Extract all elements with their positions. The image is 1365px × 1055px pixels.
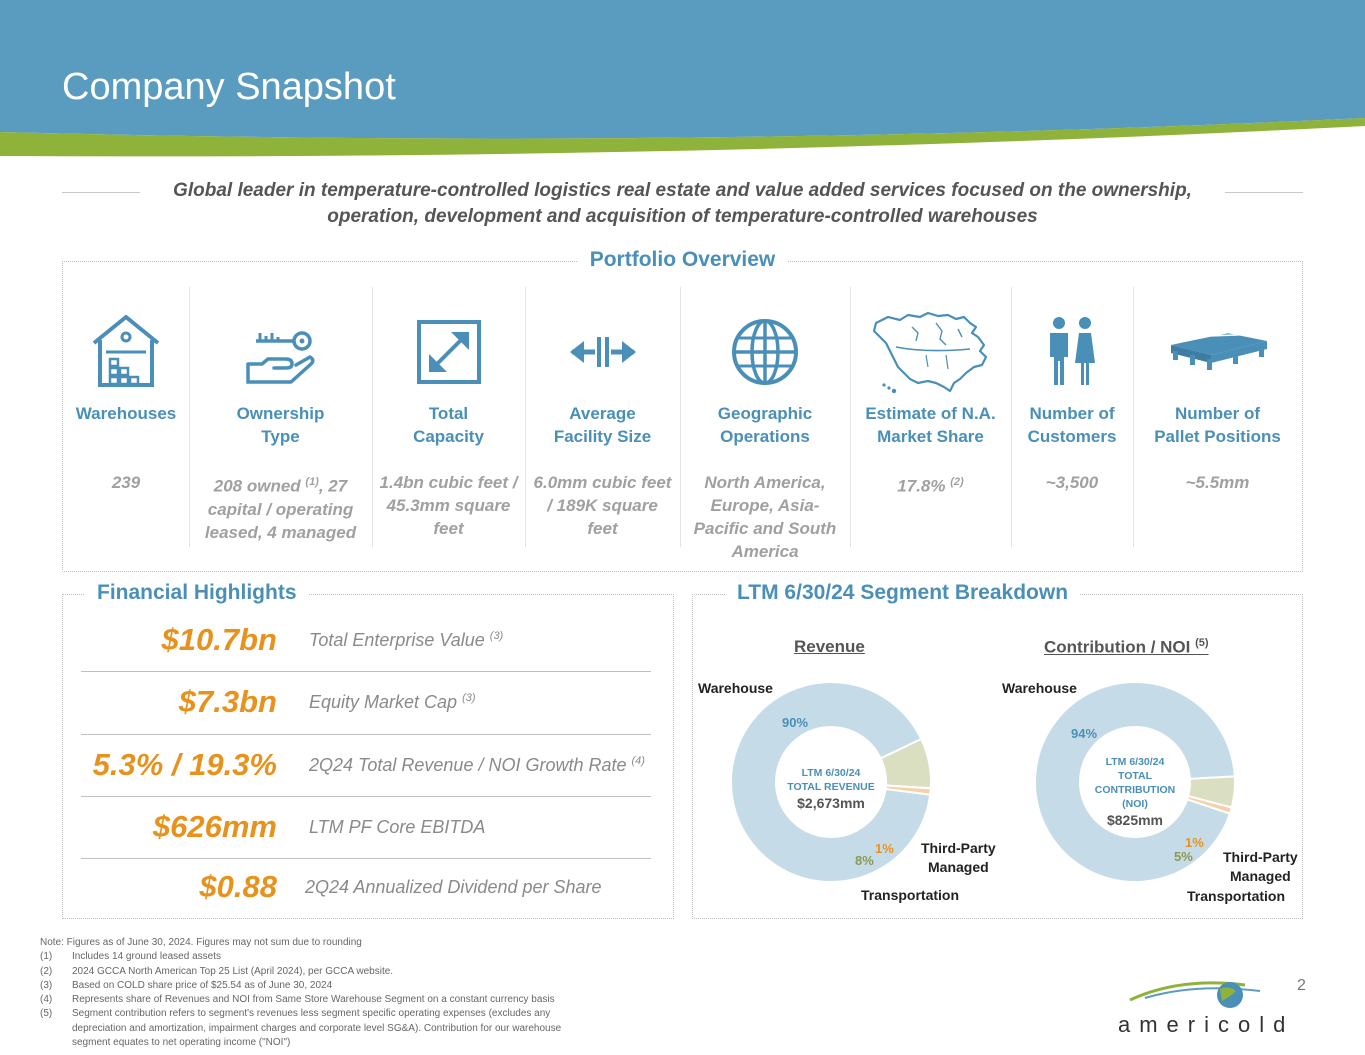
noi-label-third-party: Third-Party Managed — [1223, 849, 1298, 884]
financial-desc: LTM PF Core EBITDA — [309, 817, 486, 837]
revenue-label-transportation: Transportation — [861, 887, 960, 903]
financial-row-ebitda: $626mm LTM PF Core EBITDA — [81, 797, 651, 859]
page-number: 2 — [1297, 977, 1306, 994]
portfolio-item-average-facility-size: Average Facility Size 6.0mm cubic feet / … — [525, 287, 680, 547]
portfolio-label: Warehouses — [75, 404, 177, 423]
financial-desc: Equity Market Cap (3) — [309, 692, 476, 712]
revenue-label-warehouse: Warehouse — [698, 680, 773, 696]
donut-slice-warehouse — [730, 681, 932, 883]
financial-value: 5.3% / 19.3% — [92, 747, 277, 782]
portfolio-overview-panel: Portfolio Overview Warehouses 239 — [62, 248, 1303, 572]
page-title: Company Snapshot — [62, 66, 396, 108]
noi-pct-third-party: 1% — [1185, 835, 1204, 850]
revenue-label-third-party: Third-Party Managed — [921, 840, 996, 875]
noi-pct-warehouse: 94% — [1071, 726, 1098, 741]
portfolio-value: ~5.5mm — [1185, 473, 1250, 492]
portfolio-label: Total Capacity — [413, 404, 484, 446]
tagline: Global leader in temperature-controlled … — [173, 180, 1192, 227]
portfolio-value: North America, Europe, Asia-Pacific and … — [693, 473, 837, 561]
portfolio-item-warehouses: Warehouses 239 — [63, 287, 189, 547]
revenue-pct-third-party: 1% — [875, 841, 894, 856]
warehouse-icon — [92, 315, 160, 387]
revenue-donut-chart — [730, 681, 932, 883]
portfolio-value: 208 owned (1), 27 capital / operating le… — [204, 476, 357, 542]
hand-key-icon — [245, 331, 314, 384]
footnote-item: (3) Based on COLD share price of $25.54 a… — [40, 979, 333, 991]
pallet-icon — [1170, 327, 1267, 370]
financial-value: $626mm — [152, 809, 277, 844]
portfolio-value: 17.8% (2) — [897, 476, 964, 496]
tagline-section: Global leader in temperature-controlled … — [62, 178, 1303, 234]
financial-row-dividend: $0.88 2Q24 Annualized Dividend per Share — [81, 857, 651, 919]
noi-label-warehouse: Warehouse — [1002, 680, 1077, 696]
revenue-chart-title: Revenue — [794, 637, 865, 656]
tagline-rule-left — [62, 192, 140, 193]
footnote-item: (1) Includes 14 ground leased assets — [40, 951, 221, 963]
header-banner — [0, 0, 1365, 157]
financial-desc: 2Q24 Annualized Dividend per Share — [305, 877, 602, 897]
portfolio-item-total-capacity: Total Capacity 1.4bn cubic feet / 45.3mm … — [372, 287, 525, 547]
financial-value: $0.88 — [199, 869, 277, 904]
noi-pct-transportation: 5% — [1174, 849, 1193, 864]
footnotes: Note: Figures as of June 30, 2024. Figur… — [40, 936, 600, 1050]
portfolio-item-geographic-operations: Geographic Operations North America, Euro… — [680, 287, 850, 561]
footnote-intro: Note: Figures as of June 30, 2024. Figur… — [40, 937, 362, 948]
globe-icon — [732, 319, 798, 385]
north-america-map-icon — [872, 311, 987, 394]
portfolio-label: Estimate of N.A. Market Share — [865, 404, 996, 446]
revenue-pct-transportation: 8% — [855, 853, 874, 868]
portfolio-value: 239 — [111, 473, 141, 492]
noi-chart-title: Contribution / NOI (5) — [1044, 637, 1209, 657]
noi-donut-chart — [1034, 681, 1236, 884]
portfolio-value: ~3,500 — [1045, 473, 1099, 492]
portfolio-item-pallet-positions: Number of Pallet Positions ~5.5mm — [1133, 287, 1302, 547]
noi-center-text: LTM 6/30/24 TOTAL CONTRIBUTION (NOI) $82… — [1094, 756, 1176, 828]
donut-slice-third-party-managed — [1185, 794, 1233, 815]
donut-slice-third-party-managed — [884, 784, 932, 796]
people-icon — [1050, 317, 1095, 385]
portfolio-value: 6.0mm cubic feet / 189K square feet — [533, 473, 672, 538]
donut-slice-warehouse — [1034, 681, 1236, 884]
svg-text:americold: americold — [1118, 1012, 1294, 1037]
financial-highlights-title: Financial Highlights — [85, 581, 309, 605]
financial-value: $7.3bn — [178, 684, 277, 719]
financial-row-tev: $10.7bn Total Enterprise Value (3) — [81, 610, 651, 672]
tagline-rule-right — [1225, 192, 1303, 193]
americold-logo: americold — [1118, 981, 1294, 1037]
revenue-center-text: LTM 6/30/24 TOTAL REVENUE $2,673mm — [787, 767, 875, 811]
financial-row-market-cap: $7.3bn Equity Market Cap (3) — [81, 672, 651, 734]
portfolio-label: Geographic Operations — [717, 404, 813, 446]
portfolio-label: Ownership Type — [236, 404, 325, 446]
portfolio-label: Average Facility Size — [553, 404, 652, 446]
portfolio-item-ownership: Ownership Type 208 owned (1), 27 capital … — [189, 287, 372, 547]
footnote-item: (2) 2024 GCCA North American Top 25 List … — [40, 965, 394, 977]
portfolio-value: 1.4bn cubic feet / 45.3mm square feet — [379, 473, 518, 538]
financial-desc: Total Enterprise Value (3) — [309, 630, 504, 650]
resize-arrow-icon — [416, 320, 481, 384]
portfolio-label: Number of Customers — [1027, 404, 1117, 446]
noi-label-transportation: Transportation — [1187, 888, 1286, 904]
financial-desc: 2Q24 Total Revenue / NOI Growth Rate (4) — [309, 755, 645, 775]
footnote-item: (4) Represents share of Revenues and NOI … — [40, 994, 555, 1006]
portfolio-label: Number of Pallet Positions — [1154, 404, 1281, 446]
segment-breakdown-panel: LTM 6/30/24 Segment Breakdown Revenue Co… — [692, 581, 1303, 919]
portfolio-overview-title: Portfolio Overview — [577, 248, 788, 272]
financial-highlights-panel: Financial Highlights $10.7bn Total Enter… — [62, 581, 674, 919]
portfolio-item-market-share: Estimate of N.A. Market Share 17.8% (2) — [850, 287, 1011, 547]
financial-value: $10.7bn — [161, 622, 277, 657]
revenue-pct-warehouse: 90% — [782, 715, 809, 730]
footnote-item: (5) Segment contribution refers to segmen… — [40, 1008, 562, 1049]
portfolio-item-customers: Number of Customers ~3,500 — [1011, 287, 1133, 547]
financial-row-growth-rate: 5.3% / 19.3% 2Q24 Total Revenue / NOI Gr… — [81, 735, 651, 797]
expand-arrows-icon — [569, 337, 636, 367]
segment-breakdown-title: LTM 6/30/24 Segment Breakdown — [725, 581, 1081, 605]
